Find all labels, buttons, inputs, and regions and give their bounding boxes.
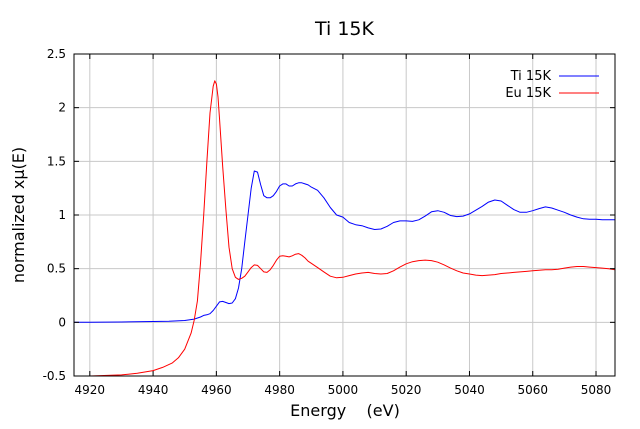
y-axis-label: normalized xμ(E) [9,147,28,283]
y-tick-label: 0.5 [47,262,66,276]
x-tick-label: 5060 [517,383,548,397]
x-tick-label: 5000 [328,383,359,397]
x-tick-label: 5080 [581,383,612,397]
chart-title: Ti 15K [314,18,375,40]
x-tick-label: 4980 [264,383,295,397]
y-tick-label: 1 [58,208,66,222]
ticks: 4920 4940 4960 4980 5000 5020 5040 5060 5080 -0.5… [43,47,615,397]
x-tick-label: 5040 [454,383,485,397]
series-group [74,80,616,377]
x-tick-label: 5020 [391,383,422,397]
x-tick-label: 4960 [201,383,232,397]
x-axis-label: Energy (eV) [290,401,400,420]
y-tick-label: 0 [58,315,66,329]
y-tick-label: 2 [58,101,66,115]
legend-label-eu: Eu 15K [505,86,551,101]
x-tick-label: 4940 [138,383,169,397]
legend-label-ti: Ti 15K [510,69,552,84]
series-line-eu [74,80,616,377]
legend: Ti 15K Eu 15K [505,69,599,101]
series-line-ti [74,170,615,323]
x-tick-label: 4920 [75,383,106,397]
y-tick-label: -0.5 [43,369,66,383]
y-tick-label: 1.5 [47,154,66,168]
y-tick-label: 2.5 [47,47,66,61]
grid [74,53,615,377]
